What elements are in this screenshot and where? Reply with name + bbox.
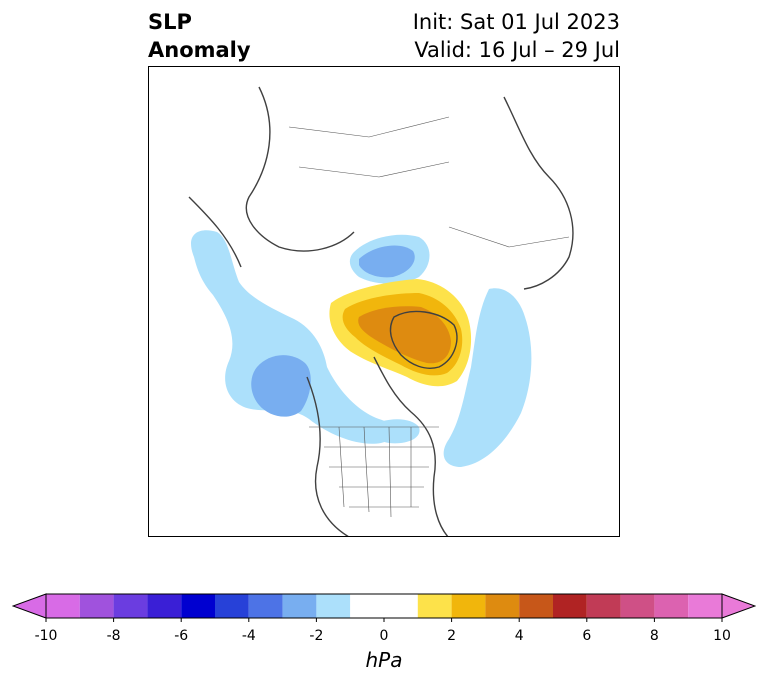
- colorbar-bin: [688, 594, 722, 618]
- map-title: SLP Anomaly: [148, 8, 251, 64]
- colorbar-bin: [113, 594, 148, 618]
- colorbar-bin: [586, 594, 621, 618]
- anomaly-negative-us-east: [369, 419, 420, 444]
- title-line-2: Anomaly: [148, 38, 251, 62]
- colorbar-bin: [181, 594, 215, 618]
- anomaly-negative-atlantic: [443, 288, 532, 467]
- borders: [288, 116, 570, 518]
- colorbar-bin: [79, 594, 114, 618]
- colorbar-tick-label: 10: [713, 628, 731, 644]
- colorbar-tick-label: -8: [106, 628, 121, 644]
- colorbar-tick-label: 2: [447, 628, 457, 644]
- colorbar-unit: hPa: [365, 648, 403, 672]
- anomaly-negative-pacific: [191, 230, 395, 444]
- colorbar-bin: [519, 594, 553, 618]
- polar-map: [149, 67, 619, 536]
- colorbar-bin: [620, 594, 655, 618]
- init-date: Init: Sat 01 Jul 2023: [412, 10, 620, 34]
- colorbar-tick-label: -10: [34, 628, 58, 644]
- colorbar-max-extension: [721, 593, 756, 619]
- colorbar-min-extension: [12, 593, 47, 619]
- colorbar-bin: [350, 594, 418, 618]
- colorbar-tick-label: 8: [649, 628, 659, 644]
- colorbar-tick-label: -4: [241, 628, 256, 644]
- colorbar-bin: [417, 594, 452, 618]
- date-info: Init: Sat 01 Jul 2023 Valid: 16 Jul – 29…: [413, 8, 620, 64]
- colorbar-tick-label: 0: [379, 628, 389, 644]
- colorbar-tick-label: 4: [514, 628, 524, 644]
- colorbar-bin: [485, 594, 520, 618]
- colorbar-tick-label: -6: [174, 628, 189, 644]
- valid-range: Valid: 16 Jul – 29 Jul: [414, 38, 620, 62]
- anomaly-positive-inner: [358, 306, 451, 364]
- title-line-1: SLP: [148, 10, 192, 34]
- coastlines: [188, 86, 574, 536]
- colorbar-bin: [46, 594, 80, 618]
- colorbar-bin: [215, 594, 249, 618]
- anomaly-negative-eurasia-core: [359, 245, 415, 278]
- colorbar-bin: [248, 594, 283, 618]
- colorbar-tick-label: 6: [582, 628, 592, 644]
- colorbar-bin: [282, 594, 317, 618]
- colorbar-bin: [553, 594, 587, 618]
- colorbar-bin: [654, 594, 689, 618]
- colorbar: [12, 593, 756, 622]
- map-panel: [148, 66, 620, 537]
- colorbar-bin: [451, 594, 486, 618]
- colorbar-bin: [316, 594, 351, 618]
- anomaly-negative-aleutian-core: [251, 355, 311, 417]
- colorbar-tick-label: -2: [309, 628, 324, 644]
- colorbar-bin: [147, 594, 182, 618]
